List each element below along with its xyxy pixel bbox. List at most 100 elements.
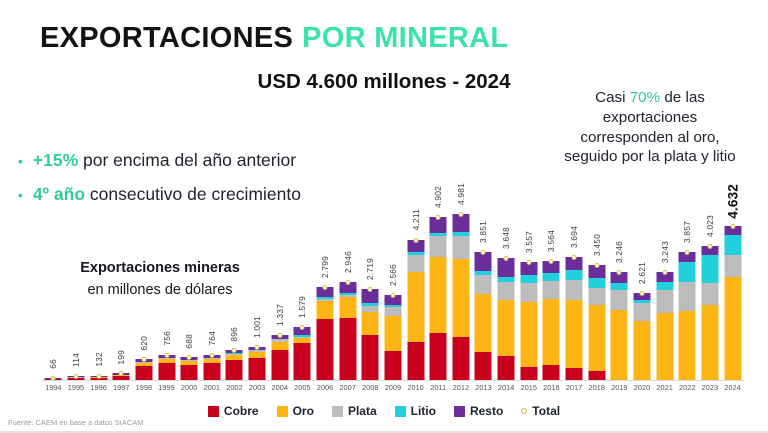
total-label-2002: 896 <box>229 326 240 342</box>
subtitle: USD 4.600 millones - 2024 <box>257 70 511 93</box>
bullet-text-wrap: +15% por encima del año anterior <box>33 150 296 171</box>
total-label-2017: 3.694 <box>569 225 580 248</box>
bar-segment-cobre-2011 <box>429 332 447 380</box>
right-note-text: de las <box>660 89 705 106</box>
bar-segment-oro-2014 <box>497 299 515 356</box>
bar-segment-plata-1998 <box>135 362 153 364</box>
bar-segment-resto-2020 <box>633 292 651 300</box>
right-note-line: Casi 70% de las <box>534 88 766 108</box>
bar-segment-plata-2015 <box>520 282 538 302</box>
legend-swatch-cobre-icon <box>207 405 219 417</box>
bullet-text: consecutivo de crecimiento <box>85 184 301 204</box>
legend-label: Litio <box>410 404 436 418</box>
bar-column-2005: 1.579 2005 <box>291 151 314 392</box>
bullet-accent: +15% <box>32 150 79 170</box>
bar-2002 <box>225 350 243 380</box>
bar-segment-litio-2008 <box>361 303 379 306</box>
title-accent-text: POR MINERAL <box>302 22 509 54</box>
total-marker-2004 <box>277 333 283 339</box>
bar-2022 <box>678 251 696 380</box>
bar-segment-resto-2019 <box>610 271 628 283</box>
bar-segment-plata-2022 <box>678 282 696 311</box>
right-note: Casi 70% de las exportaciones corresponden… <box>534 88 766 167</box>
title-text: EXPORTACIONES <box>40 22 294 54</box>
total-marker-2016 <box>548 259 554 265</box>
bar-segment-litio-2024 <box>724 234 742 255</box>
total-label-1998: 620 <box>138 335 149 351</box>
bar-segment-cobre-2015 <box>520 366 538 380</box>
year-label-2003: 2003 <box>248 383 266 392</box>
total-label-1999: 756 <box>161 331 172 346</box>
bar-segment-litio-2013 <box>474 270 492 275</box>
legend-label: Oro <box>292 404 314 418</box>
total-label-2022: 3.857 <box>682 220 693 243</box>
bar-segment-plata-2018 <box>588 288 606 306</box>
bar-2003 <box>248 346 266 380</box>
bar-column-2018: 3.450 2018 <box>585 151 608 392</box>
year-label-2008: 2008 <box>362 383 379 392</box>
bullet-item-growth: • +15% por encima del año anterior <box>18 150 301 171</box>
total-label-2008: 2.719 <box>365 258 376 281</box>
bar-segment-cobre-2003 <box>248 358 266 380</box>
bar-segment-oro-2015 <box>520 301 538 367</box>
total-label-2004: 1.337 <box>274 304 285 327</box>
bar-column-2008: 2.719 2008 <box>359 151 382 392</box>
total-label-2010: 4.211 <box>410 209 421 231</box>
total-marker-2000 <box>186 355 192 361</box>
bar-segment-plata-2004 <box>271 339 289 342</box>
bar-segment-cobre-2002 <box>225 359 243 380</box>
total-marker-2013 <box>480 249 486 255</box>
total-marker-2009 <box>390 292 396 298</box>
total-marker-2011 <box>435 214 441 220</box>
bar-column-2006: 2.799 2006 <box>314 151 337 392</box>
bar-segment-resto-2006 <box>316 286 334 297</box>
total-label-2013: 3.851 <box>478 220 489 243</box>
bar-segment-cobre-1996 <box>90 377 108 380</box>
bullet-dot-icon: • <box>18 153 23 169</box>
legend-label: Resto <box>469 404 504 418</box>
year-label-1997: 1997 <box>113 383 130 392</box>
bar-2016 <box>542 261 560 380</box>
bar-segment-resto-2018 <box>588 265 606 278</box>
total-marker-2008 <box>367 287 373 293</box>
bar-segment-plata-2009 <box>384 307 402 316</box>
year-label-2022: 2022 <box>679 383 696 392</box>
legend-item-resto: Resto <box>453 404 504 418</box>
bar-segment-plata-2010 <box>407 255 425 272</box>
total-marker-2003 <box>254 344 260 350</box>
bar-segment-litio-2016 <box>542 273 560 282</box>
year-label-2015: 2015 <box>520 383 537 392</box>
stacked-bar-chart: 66 1994 114 1995 132 1996 199 1997 620 1998 756 199… <box>42 151 744 392</box>
bar-segment-litio-2010 <box>407 252 425 256</box>
bar-segment-cobre-2016 <box>542 364 560 380</box>
legend-swatch-resto-icon <box>453 405 465 417</box>
bar-segment-plata-2021 <box>656 290 674 313</box>
total-label-1994: 66 <box>48 359 59 369</box>
bar-segment-oro-2005 <box>293 338 311 343</box>
total-label-2024: 4.632 <box>725 183 741 219</box>
bar-segment-cobre-2000 <box>180 364 198 380</box>
legend-item-cobre: Cobre <box>207 404 259 418</box>
total-label-1997: 199 <box>116 349 127 365</box>
right-note-line: corresponden al oro, <box>534 128 766 148</box>
bar-column-2010: 4.211 2010 <box>404 151 427 392</box>
total-label-2006: 2.799 <box>320 255 330 278</box>
legend-item-plata: Plata <box>331 404 377 418</box>
bar-segment-cobre-2013 <box>474 351 492 380</box>
bar-segment-oro-2023 <box>701 304 719 380</box>
bar-segment-litio-2005 <box>293 335 311 338</box>
bar-segment-resto-2009 <box>384 294 402 305</box>
bar-segment-plata-2013 <box>474 274 492 295</box>
right-note-line: seguido por la plata y litio <box>534 147 766 167</box>
year-label-2001: 2001 <box>203 383 221 392</box>
bullet-dot-icon: • <box>18 187 23 203</box>
year-label-2014: 2014 <box>497 383 515 392</box>
bar-2015 <box>520 261 538 380</box>
bar-segment-cobre-2018 <box>588 370 606 380</box>
bar-column-2003: 1.001 2003 <box>246 151 269 392</box>
bar-2001 <box>203 354 221 380</box>
bar-column-2013: 3.851 2013 <box>472 151 495 392</box>
bar-segment-plata-2012 <box>452 235 470 259</box>
bar-segment-resto-2005 <box>293 327 311 336</box>
year-label-2002: 2002 <box>226 383 243 392</box>
